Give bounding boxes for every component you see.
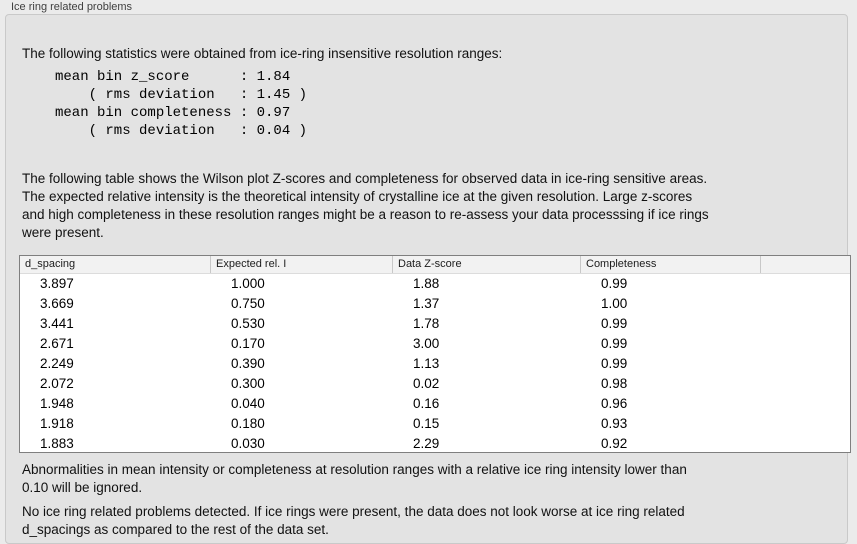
table-cell: 2.249	[40, 356, 74, 371]
table-cell: 0.98	[601, 376, 628, 391]
table-cell: 1.37	[413, 296, 440, 311]
table-cell-spacer	[761, 434, 850, 454]
table-cell-spacer	[761, 294, 850, 314]
table-row[interactable]: 1.948 0.040 0.16 0.96	[20, 394, 850, 414]
table-cell: 0.170	[231, 336, 265, 351]
table-cell: 1.883	[40, 436, 74, 451]
table-cell: 3.00	[413, 336, 440, 351]
table-cell: 2.671	[40, 336, 74, 351]
table-cell: 0.92	[601, 436, 628, 451]
table-row[interactable]: 2.249 0.390 1.13 0.99	[20, 354, 850, 374]
table-row[interactable]: 3.669 0.750 1.37 1.00	[20, 294, 850, 314]
table-cell: 0.180	[231, 416, 265, 431]
column-header-spacer	[761, 256, 850, 273]
table-cell: 0.390	[231, 356, 265, 371]
panel-title: Ice ring related problems	[11, 1, 133, 13]
table-cell: 0.040	[231, 396, 265, 411]
table-cell: 1.00	[601, 296, 628, 311]
table-cell: 3.897	[40, 276, 74, 291]
table-row[interactable]: 1.883 0.030 2.29 0.92	[20, 434, 850, 454]
stats-block: mean bin z_score : 1.84 ( rms deviation …	[55, 69, 308, 139]
ignore-note-text: Abnormalities in mean intensity or compl…	[22, 462, 687, 495]
table-cell: 0.530	[231, 316, 265, 331]
table-cell-spacer	[761, 374, 850, 394]
table-header-row: d_spacing Expected rel. I Data Z-score Comp…	[20, 256, 850, 274]
table-cell-spacer	[761, 354, 850, 374]
table-row[interactable]: 3.897 1.000 1.88 0.99	[20, 274, 850, 294]
table-cell-spacer	[761, 334, 850, 354]
table-cell: 0.96	[601, 396, 628, 411]
table-cell: 0.030	[231, 436, 265, 451]
table-cell: 0.16	[413, 396, 440, 411]
table-cell: 0.93	[601, 416, 628, 431]
table-cell-spacer	[761, 414, 850, 434]
table-row[interactable]: 2.671 0.170 3.00 0.99	[20, 334, 850, 354]
table-cell: 0.99	[601, 356, 628, 371]
table-cell: 0.02	[413, 376, 440, 391]
table-cell: 3.669	[40, 296, 74, 311]
table-description-text: The following table shows the Wilson plo…	[22, 171, 709, 240]
table-cell: 0.99	[601, 336, 628, 351]
conclusion-text: No ice ring related problems detected. I…	[22, 504, 685, 537]
table-cell: 0.750	[231, 296, 265, 311]
column-header-data-z-score[interactable]: Data Z-score	[393, 256, 581, 273]
ice-ring-panel: The following statistics were obtained f…	[5, 14, 851, 544]
column-header-completeness[interactable]: Completeness	[581, 256, 761, 273]
table-cell-spacer	[761, 274, 850, 294]
table-cell: 1.78	[413, 316, 440, 331]
table-cell: 0.300	[231, 376, 265, 391]
table-cell: 3.441	[40, 316, 74, 331]
table-body: 3.897 1.000 1.88 0.99 3.669 0.750 1.37 1.00 3.44…	[20, 274, 850, 454]
table-cell: 1.948	[40, 396, 74, 411]
table-cell: 0.99	[601, 276, 628, 291]
table-cell: 1.13	[413, 356, 440, 371]
table-cell: 1.88	[413, 276, 440, 291]
table-row[interactable]: 2.072 0.300 0.02 0.98	[20, 374, 850, 394]
table-cell: 1.000	[231, 276, 265, 291]
stats-intro-text: The following statistics were obtained f…	[22, 46, 503, 61]
table-cell: 1.918	[40, 416, 74, 431]
column-header-d-spacing[interactable]: d_spacing	[20, 256, 211, 273]
table-row[interactable]: 1.918 0.180 0.15 0.93	[20, 414, 850, 434]
table-cell: 0.99	[601, 316, 628, 331]
table-cell-spacer	[761, 314, 850, 334]
column-header-expected-rel-i[interactable]: Expected rel. I	[211, 256, 393, 273]
table-cell: 2.072	[40, 376, 74, 391]
ice-ring-table: d_spacing Expected rel. I Data Z-score Comp…	[19, 255, 851, 453]
table-row[interactable]: 3.441 0.530 1.78 0.99	[20, 314, 850, 334]
table-cell-spacer	[761, 394, 850, 414]
table-cell: 2.29	[413, 436, 440, 451]
table-cell: 0.15	[413, 416, 440, 431]
